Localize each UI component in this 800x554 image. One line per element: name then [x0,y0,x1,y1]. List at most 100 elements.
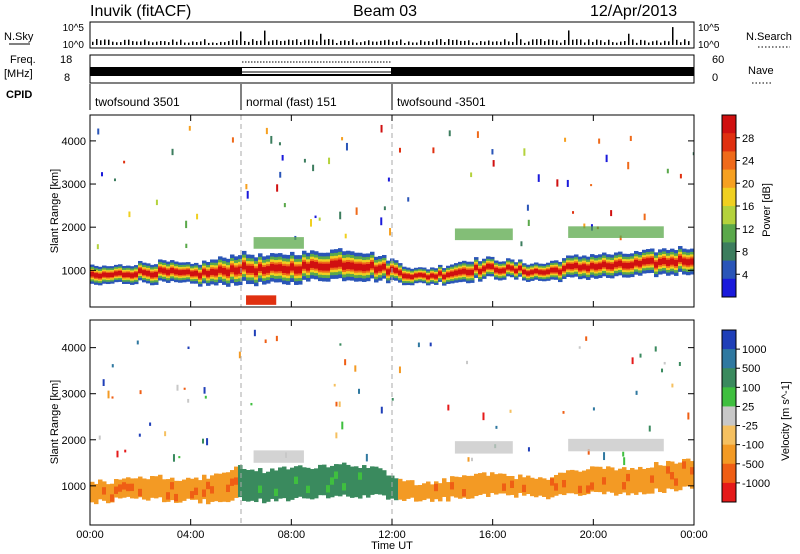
noise-bar [576,39,578,45]
velocity-scatter [102,379,105,387]
noise-bar [688,41,690,45]
velocity-scatter [341,421,344,430]
noise-bar [548,39,550,45]
power-scatter [666,168,669,174]
velocity-scatter [358,388,361,394]
noise-bar [388,39,390,45]
power-colorbar: 28 24 20 16 12 8 4 [721,114,754,298]
power-cell [358,263,363,271]
velocity-cell [118,484,123,492]
velocity-cell [534,478,539,498]
velocity-cell [482,472,487,494]
power-cell [154,272,159,278]
noise-bar [536,39,538,45]
noise-bar [192,41,194,45]
colorbar-tick-label: 25 [742,401,754,413]
power-cell [370,261,375,269]
power-cell [682,258,687,265]
velocity-cell [682,461,687,469]
noise-bar [104,39,106,45]
noise-bar [668,41,670,45]
noise-bar [636,42,638,45]
power-scatter [278,142,281,146]
velocity-scatter [238,351,241,359]
noise-bar [100,40,102,45]
colorbar-tick-label: -25 [742,421,758,433]
noise-bar [504,39,506,45]
power-cell [406,274,411,279]
velocity-cell [642,468,647,495]
velocity-cell [326,485,331,493]
power-cell [318,263,323,271]
power-cell [662,257,667,265]
colorbar-tick-label: 4 [742,269,748,281]
power-cell [606,263,611,269]
velocity-cell [186,477,191,499]
noise-bar [556,40,558,45]
noise-bar [176,41,178,45]
power-cell [410,275,415,280]
velocity-scatter [391,398,394,401]
velocity-cell [598,466,603,493]
power-cell [98,273,103,279]
velocity-cell [290,467,295,500]
power-cell [118,270,123,276]
power-cell [630,262,635,269]
velocity-cell [270,468,275,499]
velocity-cell [226,484,231,493]
velocity-cell [98,479,103,500]
velocity-cell [454,476,459,498]
power-cell [658,258,663,265]
power-cell [530,270,535,275]
power-cell [314,261,319,269]
velocity-scatter [587,448,590,455]
power-scatter [389,228,392,236]
power-cell [394,267,399,273]
velocity-cell [486,475,491,497]
power-cell [654,261,659,268]
noise-bar [92,41,94,45]
velocity-cell [234,477,239,485]
noise-bar [232,39,234,45]
velocity-cell [166,479,171,502]
colorbar-swatch [722,187,736,207]
velocity-cell [258,468,263,499]
cpid-label-2: twofsound -3501 [397,95,486,109]
noise-bar [96,39,98,45]
y-tick-label: 4000 [62,136,86,148]
power-scatter [476,131,479,138]
velocity-cell [214,473,219,502]
power-cell [382,263,387,270]
velocity-scatter [335,432,338,439]
power-scatter [318,217,321,221]
power-cell [446,272,451,278]
power-scatter [113,178,116,182]
velocity-cell [446,482,451,502]
noise-bar [552,39,554,45]
velocity-scatter [623,457,626,466]
power-cell [326,263,331,271]
power-cell [466,269,471,276]
power-scatter [629,135,632,142]
velocity-cell [462,475,467,498]
velocity-cell [542,478,547,497]
colorbar-swatch [722,406,736,427]
noise-right-label: N.Search [746,31,792,43]
power-scatter [345,142,348,151]
velocity-cell [286,469,291,502]
noise-bar [180,39,182,45]
power-cell [402,273,407,279]
power-cell [110,272,115,277]
noise-bar [580,39,582,45]
velocity-cell [674,463,679,492]
velocity-scatter [187,398,190,403]
power-cell [294,266,299,274]
velocity-cell [674,478,679,486]
noise-bar [300,42,302,45]
noise-bar [544,41,546,45]
velocity-cell [430,484,435,502]
velocity-cell [306,467,311,499]
y-tick-label: 2000 [62,435,86,447]
power-cell [310,261,315,268]
noise-bar [484,41,486,45]
